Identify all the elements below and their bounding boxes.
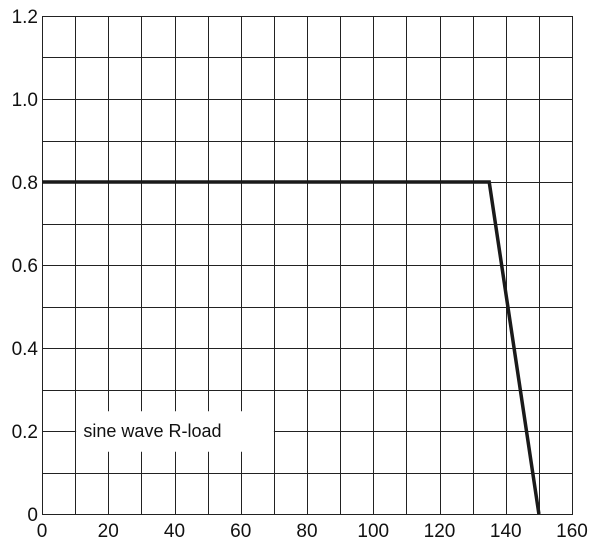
x-tick-label: 60 [230,521,251,540]
y-tick-label: 1.2 [12,7,38,28]
x-tick-label: 100 [357,521,389,540]
x-tick-label: 40 [164,521,185,540]
x-axis-tick-labels: 0 20 40 60 80 100 120 140 160 [37,521,588,540]
y-tick-label: 1.0 [12,90,38,111]
grid-lines [42,16,573,515]
annotation-background [76,411,274,452]
x-tick-label: 20 [98,521,119,540]
x-tick-label: 160 [556,521,588,540]
plot-frame [42,16,573,515]
series-line-1 [42,180,541,515]
annotation-group: sine wave R-load [76,411,274,452]
y-tick-label: 0.8 [12,173,38,194]
y-axis-tick-labels: 0 0.2 0.4 0.6 0.8 1.0 1.2 [12,7,39,526]
x-tick-label: 140 [490,521,522,540]
annotation-label: sine wave R-load [83,421,221,441]
x-tick-label: 0 [37,521,48,540]
y-tick-label: 0.6 [12,256,38,277]
y-tick-label: 0 [27,505,38,526]
y-tick-label: 0.4 [12,339,39,360]
y-tick-label: 0.2 [12,422,38,443]
x-tick-label: 80 [296,521,317,540]
series-lines [42,180,541,515]
x-tick-label: 120 [424,521,456,540]
